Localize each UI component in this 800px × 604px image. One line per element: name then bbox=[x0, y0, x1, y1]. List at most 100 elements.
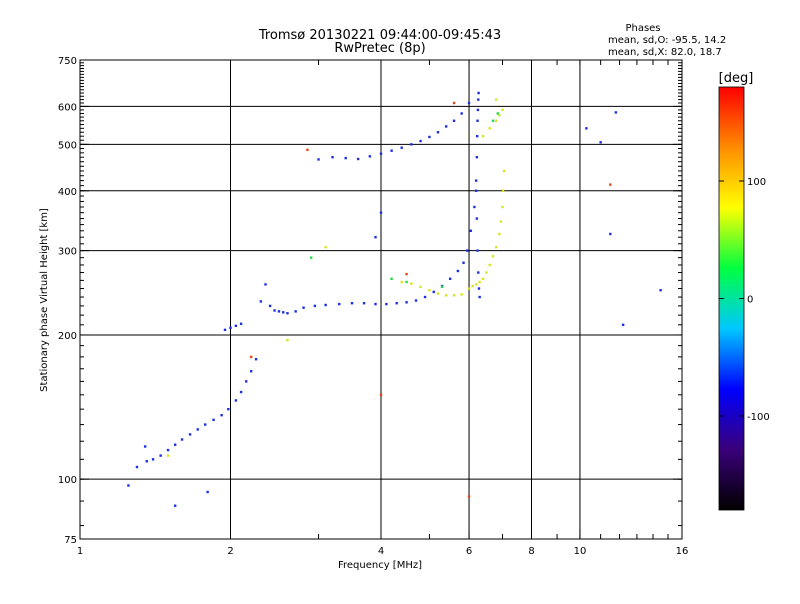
data-point bbox=[410, 282, 413, 285]
data-point bbox=[467, 101, 471, 105]
data-point bbox=[166, 454, 170, 457]
data-point bbox=[469, 229, 473, 232]
data-point bbox=[501, 205, 504, 209]
data-points bbox=[127, 91, 662, 507]
x-axis-ticks: 1 2 4 6 8 10 16 bbox=[77, 60, 689, 557]
data-point bbox=[495, 245, 498, 249]
data-point bbox=[488, 263, 491, 267]
data-point bbox=[452, 294, 456, 297]
data-point bbox=[428, 289, 431, 292]
data-point bbox=[405, 301, 408, 304]
data-point bbox=[466, 249, 469, 252]
data-point bbox=[135, 465, 139, 469]
plot-area: 1 2 4 6 8 10 16 75 100 200 300 400 500 600 750 bbox=[58, 56, 688, 557]
data-point bbox=[462, 261, 465, 264]
data-point bbox=[127, 484, 130, 487]
data-point bbox=[317, 158, 320, 161]
data-point bbox=[436, 292, 440, 295]
data-point bbox=[476, 249, 479, 252]
data-point bbox=[481, 134, 485, 138]
data-point bbox=[338, 302, 341, 306]
data-point bbox=[499, 220, 503, 223]
grid-lines bbox=[80, 60, 682, 539]
y-tick-label: 100 bbox=[58, 475, 77, 486]
data-point bbox=[356, 157, 360, 161]
data-point bbox=[501, 189, 505, 192]
data-point bbox=[478, 280, 481, 284]
y-tick-label: 300 bbox=[58, 247, 77, 258]
data-point bbox=[476, 134, 479, 138]
colorbar-ticks: 100 0 -100 bbox=[719, 177, 770, 423]
x-tick-label: 1 bbox=[77, 546, 83, 557]
chart-title: Tromsø 20130221 09:44:00-09:45:43 bbox=[258, 28, 501, 43]
phase-stats-x: mean, sd,X: 82.0, 18.7 bbox=[608, 47, 722, 58]
y-tick-label: 400 bbox=[58, 187, 77, 198]
data-point bbox=[452, 119, 456, 122]
data-point bbox=[452, 101, 456, 105]
data-point bbox=[477, 91, 480, 95]
data-point bbox=[414, 299, 418, 302]
y-tick-label: 75 bbox=[64, 535, 77, 546]
data-point bbox=[227, 407, 230, 411]
data-point bbox=[239, 322, 243, 326]
x-tick-label: 4 bbox=[378, 546, 384, 557]
data-point bbox=[313, 304, 317, 308]
data-point bbox=[467, 287, 471, 290]
y-tick-label: 500 bbox=[58, 140, 77, 151]
data-point bbox=[379, 152, 383, 155]
data-point bbox=[467, 495, 471, 498]
data-point bbox=[400, 280, 403, 284]
x-tick-label: 8 bbox=[528, 546, 534, 557]
data-point bbox=[599, 141, 602, 144]
data-point bbox=[502, 169, 506, 173]
data-point bbox=[495, 98, 498, 101]
data-point bbox=[180, 438, 184, 441]
data-point bbox=[331, 156, 334, 159]
data-point bbox=[368, 155, 372, 158]
data-point bbox=[173, 504, 177, 507]
data-point bbox=[485, 271, 488, 274]
colorbar-label: [deg] bbox=[719, 71, 754, 86]
data-point bbox=[609, 183, 612, 186]
data-point bbox=[495, 119, 498, 122]
data-point bbox=[306, 148, 309, 152]
data-point bbox=[477, 98, 480, 101]
data-point bbox=[254, 358, 258, 361]
data-point bbox=[390, 277, 393, 280]
data-point bbox=[350, 301, 354, 305]
data-point bbox=[374, 235, 377, 239]
data-point bbox=[234, 324, 238, 328]
data-point bbox=[234, 399, 238, 402]
data-point bbox=[239, 390, 243, 394]
x-tick-label: 10 bbox=[574, 546, 587, 557]
data-point bbox=[621, 323, 625, 327]
data-point bbox=[474, 179, 478, 182]
data-point bbox=[264, 283, 267, 286]
data-point bbox=[405, 280, 408, 284]
colorbar-tick-label: -100 bbox=[747, 412, 770, 423]
data-point bbox=[309, 256, 313, 259]
y-tick-label: 600 bbox=[58, 102, 77, 113]
data-point bbox=[286, 339, 289, 342]
data-point bbox=[395, 301, 398, 305]
data-point bbox=[614, 111, 618, 114]
data-point bbox=[249, 355, 253, 359]
data-point bbox=[475, 156, 479, 159]
y-tick-label: 200 bbox=[58, 331, 77, 342]
data-point bbox=[173, 443, 177, 446]
data-point bbox=[419, 139, 422, 143]
data-point bbox=[436, 131, 440, 134]
data-point bbox=[477, 271, 480, 274]
data-point bbox=[474, 283, 478, 286]
x-tick-label: 16 bbox=[676, 546, 689, 557]
data-point bbox=[245, 380, 248, 383]
data-point bbox=[448, 277, 452, 280]
data-point bbox=[277, 310, 281, 313]
chart-subtitle: RwPretec (8p) bbox=[334, 41, 425, 56]
data-point bbox=[444, 125, 448, 128]
phase-stats-o: mean, sd,O: -95.5, 14.2 bbox=[608, 35, 726, 46]
colorbar-tick-label: 100 bbox=[747, 177, 766, 188]
data-point bbox=[151, 458, 155, 461]
data-point bbox=[344, 156, 347, 160]
